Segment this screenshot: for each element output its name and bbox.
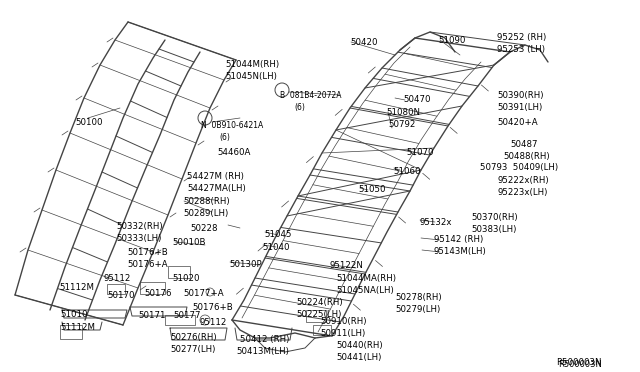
Text: 51045: 51045 bbox=[264, 230, 291, 239]
Text: 54427MA(LH): 54427MA(LH) bbox=[187, 184, 246, 193]
Text: 50333(LH): 50333(LH) bbox=[116, 234, 161, 243]
Text: 50177: 50177 bbox=[173, 311, 200, 320]
Text: 50413M(LH): 50413M(LH) bbox=[236, 347, 289, 356]
Text: 95112: 95112 bbox=[200, 318, 227, 327]
Text: 50440(RH): 50440(RH) bbox=[336, 341, 383, 350]
Text: 50010B: 50010B bbox=[172, 238, 205, 247]
Bar bbox=[313, 325, 331, 335]
Text: 50420: 50420 bbox=[350, 38, 378, 47]
Text: 50412 (RH): 50412 (RH) bbox=[240, 335, 289, 344]
Text: 95112: 95112 bbox=[103, 274, 131, 283]
Text: 50279(LH): 50279(LH) bbox=[395, 305, 440, 314]
Text: 50130P: 50130P bbox=[229, 260, 262, 269]
Text: 50390(RH): 50390(RH) bbox=[497, 91, 543, 100]
Text: 95223x(LH): 95223x(LH) bbox=[497, 188, 547, 197]
Text: 50278(RH): 50278(RH) bbox=[395, 293, 442, 302]
Text: 50792: 50792 bbox=[388, 120, 415, 129]
Text: 51070: 51070 bbox=[406, 148, 433, 157]
Text: 95143M(LH): 95143M(LH) bbox=[434, 247, 487, 256]
Text: 50289(LH): 50289(LH) bbox=[183, 209, 228, 218]
Text: 51044MA(RH): 51044MA(RH) bbox=[336, 274, 396, 283]
Text: 50171: 50171 bbox=[138, 311, 166, 320]
Text: 51040: 51040 bbox=[262, 243, 289, 252]
Text: 51045NA(LH): 51045NA(LH) bbox=[336, 286, 394, 295]
Text: 51080N: 51080N bbox=[386, 108, 420, 117]
Text: 50176+B: 50176+B bbox=[127, 248, 168, 257]
Text: 51050: 51050 bbox=[358, 185, 385, 194]
Text: 51112M: 51112M bbox=[60, 323, 95, 332]
Text: 50170: 50170 bbox=[107, 291, 134, 300]
Text: 50470: 50470 bbox=[403, 95, 431, 104]
Text: 50910(RH): 50910(RH) bbox=[320, 317, 367, 326]
Text: 50793  50409(LH): 50793 50409(LH) bbox=[480, 163, 558, 172]
Bar bbox=[140, 282, 165, 294]
Text: 54460A: 54460A bbox=[217, 148, 250, 157]
Text: (6): (6) bbox=[294, 103, 305, 112]
Bar bbox=[60, 325, 82, 339]
Text: 50441(LH): 50441(LH) bbox=[336, 353, 381, 362]
Text: 95132x: 95132x bbox=[420, 218, 452, 227]
Text: B  081B4-2072A: B 081B4-2072A bbox=[280, 91, 342, 100]
Text: 51010: 51010 bbox=[60, 310, 88, 319]
Text: 51090: 51090 bbox=[438, 36, 465, 45]
Text: (6): (6) bbox=[219, 133, 230, 142]
Text: 50911(LH): 50911(LH) bbox=[320, 329, 365, 338]
Text: 95222x(RH): 95222x(RH) bbox=[497, 176, 548, 185]
Text: N  0B910-6421A: N 0B910-6421A bbox=[201, 121, 263, 130]
Text: 50177+A: 50177+A bbox=[183, 289, 223, 298]
Text: R500003N: R500003N bbox=[558, 360, 602, 369]
Text: 50100: 50100 bbox=[75, 118, 102, 127]
Text: 50391(LH): 50391(LH) bbox=[497, 103, 542, 112]
Text: 50225(LH): 50225(LH) bbox=[296, 310, 341, 319]
Text: 51020: 51020 bbox=[172, 274, 200, 283]
Text: 51044M(RH): 51044M(RH) bbox=[225, 60, 279, 69]
Bar bbox=[306, 310, 326, 322]
Text: 50487: 50487 bbox=[510, 140, 538, 149]
Text: 50383(LH): 50383(LH) bbox=[471, 225, 516, 234]
Text: 50276(RH): 50276(RH) bbox=[170, 333, 216, 342]
Text: 50488(RH): 50488(RH) bbox=[503, 152, 550, 161]
Text: 50288(RH): 50288(RH) bbox=[183, 197, 230, 206]
Bar bbox=[165, 315, 195, 325]
Text: 50228: 50228 bbox=[190, 224, 218, 233]
Text: 50176+A: 50176+A bbox=[127, 260, 168, 269]
Text: 51112M: 51112M bbox=[59, 283, 94, 292]
Text: 50370(RH): 50370(RH) bbox=[471, 213, 518, 222]
Text: 50277(LH): 50277(LH) bbox=[170, 345, 216, 354]
Text: 50176+B: 50176+B bbox=[192, 303, 233, 312]
Text: 50224(RH): 50224(RH) bbox=[296, 298, 342, 307]
Text: 54427M (RH): 54427M (RH) bbox=[187, 172, 244, 181]
Text: R500003N: R500003N bbox=[556, 358, 602, 367]
Text: 95252 (RH): 95252 (RH) bbox=[497, 33, 547, 42]
Text: 51060: 51060 bbox=[393, 167, 420, 176]
Text: 50176: 50176 bbox=[144, 289, 172, 298]
Bar bbox=[168, 266, 190, 278]
Text: 95142 (RH): 95142 (RH) bbox=[434, 235, 483, 244]
Text: 95253 (LH): 95253 (LH) bbox=[497, 45, 545, 54]
Text: 51045N(LH): 51045N(LH) bbox=[225, 72, 277, 81]
Bar bbox=[107, 284, 125, 294]
Text: 95122N: 95122N bbox=[330, 261, 364, 270]
Text: 50420+A: 50420+A bbox=[497, 118, 538, 127]
Text: 50332(RH): 50332(RH) bbox=[116, 222, 163, 231]
